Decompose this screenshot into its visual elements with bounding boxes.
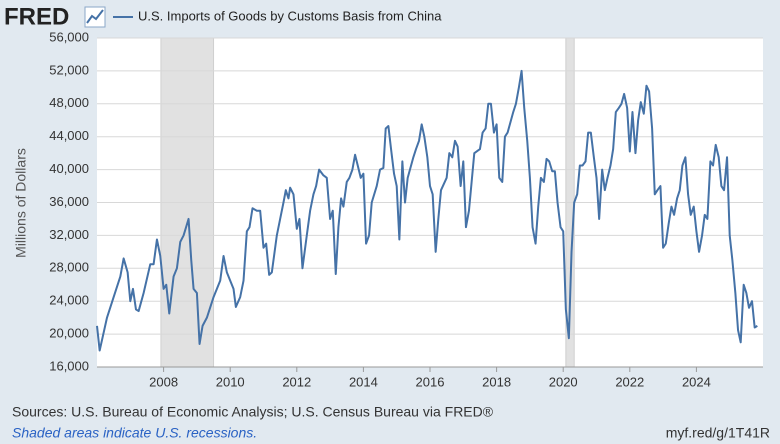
y-tick-label: 40,000 bbox=[49, 161, 89, 176]
recession-note: Shaded areas indicate U.S. recessions. bbox=[12, 425, 257, 441]
y-tick-label: 56,000 bbox=[49, 29, 89, 44]
y-tick-label: 36,000 bbox=[49, 194, 89, 209]
x-tick-label: 2012 bbox=[282, 374, 311, 389]
x-tick-label: 2020 bbox=[549, 374, 578, 389]
x-tick-label: 2022 bbox=[615, 374, 644, 389]
y-axis-label: Millions of Dollars bbox=[13, 148, 29, 258]
legend-label: U.S. Imports of Goods by Customs Basis f… bbox=[138, 8, 442, 23]
y-tick-label: 16,000 bbox=[49, 358, 89, 373]
y-tick-label: 20,000 bbox=[49, 326, 89, 341]
logo: FRED bbox=[4, 3, 69, 30]
y-tick-label: 48,000 bbox=[49, 95, 89, 110]
x-tick-label: 2014 bbox=[349, 374, 378, 389]
x-tick-label: 2008 bbox=[149, 374, 178, 389]
x-tick-label: 2018 bbox=[482, 374, 511, 389]
y-tick-label: 44,000 bbox=[49, 128, 89, 143]
y-tick-label: 24,000 bbox=[49, 293, 89, 308]
x-tick-label: 2010 bbox=[216, 374, 245, 389]
short-link: myf.red/g/1T41R bbox=[666, 425, 770, 441]
series-line bbox=[96, 69, 758, 352]
x-tick-label: 2024 bbox=[682, 374, 711, 389]
x-tick-label: 2016 bbox=[416, 374, 445, 389]
source: Sources: U.S. Bureau of Economic Analysi… bbox=[12, 404, 494, 420]
y-tick-label: 52,000 bbox=[49, 62, 89, 77]
y-tick-label: 32,000 bbox=[49, 227, 89, 242]
y-tick-label: 28,000 bbox=[49, 260, 89, 275]
logo-icon bbox=[84, 6, 106, 28]
